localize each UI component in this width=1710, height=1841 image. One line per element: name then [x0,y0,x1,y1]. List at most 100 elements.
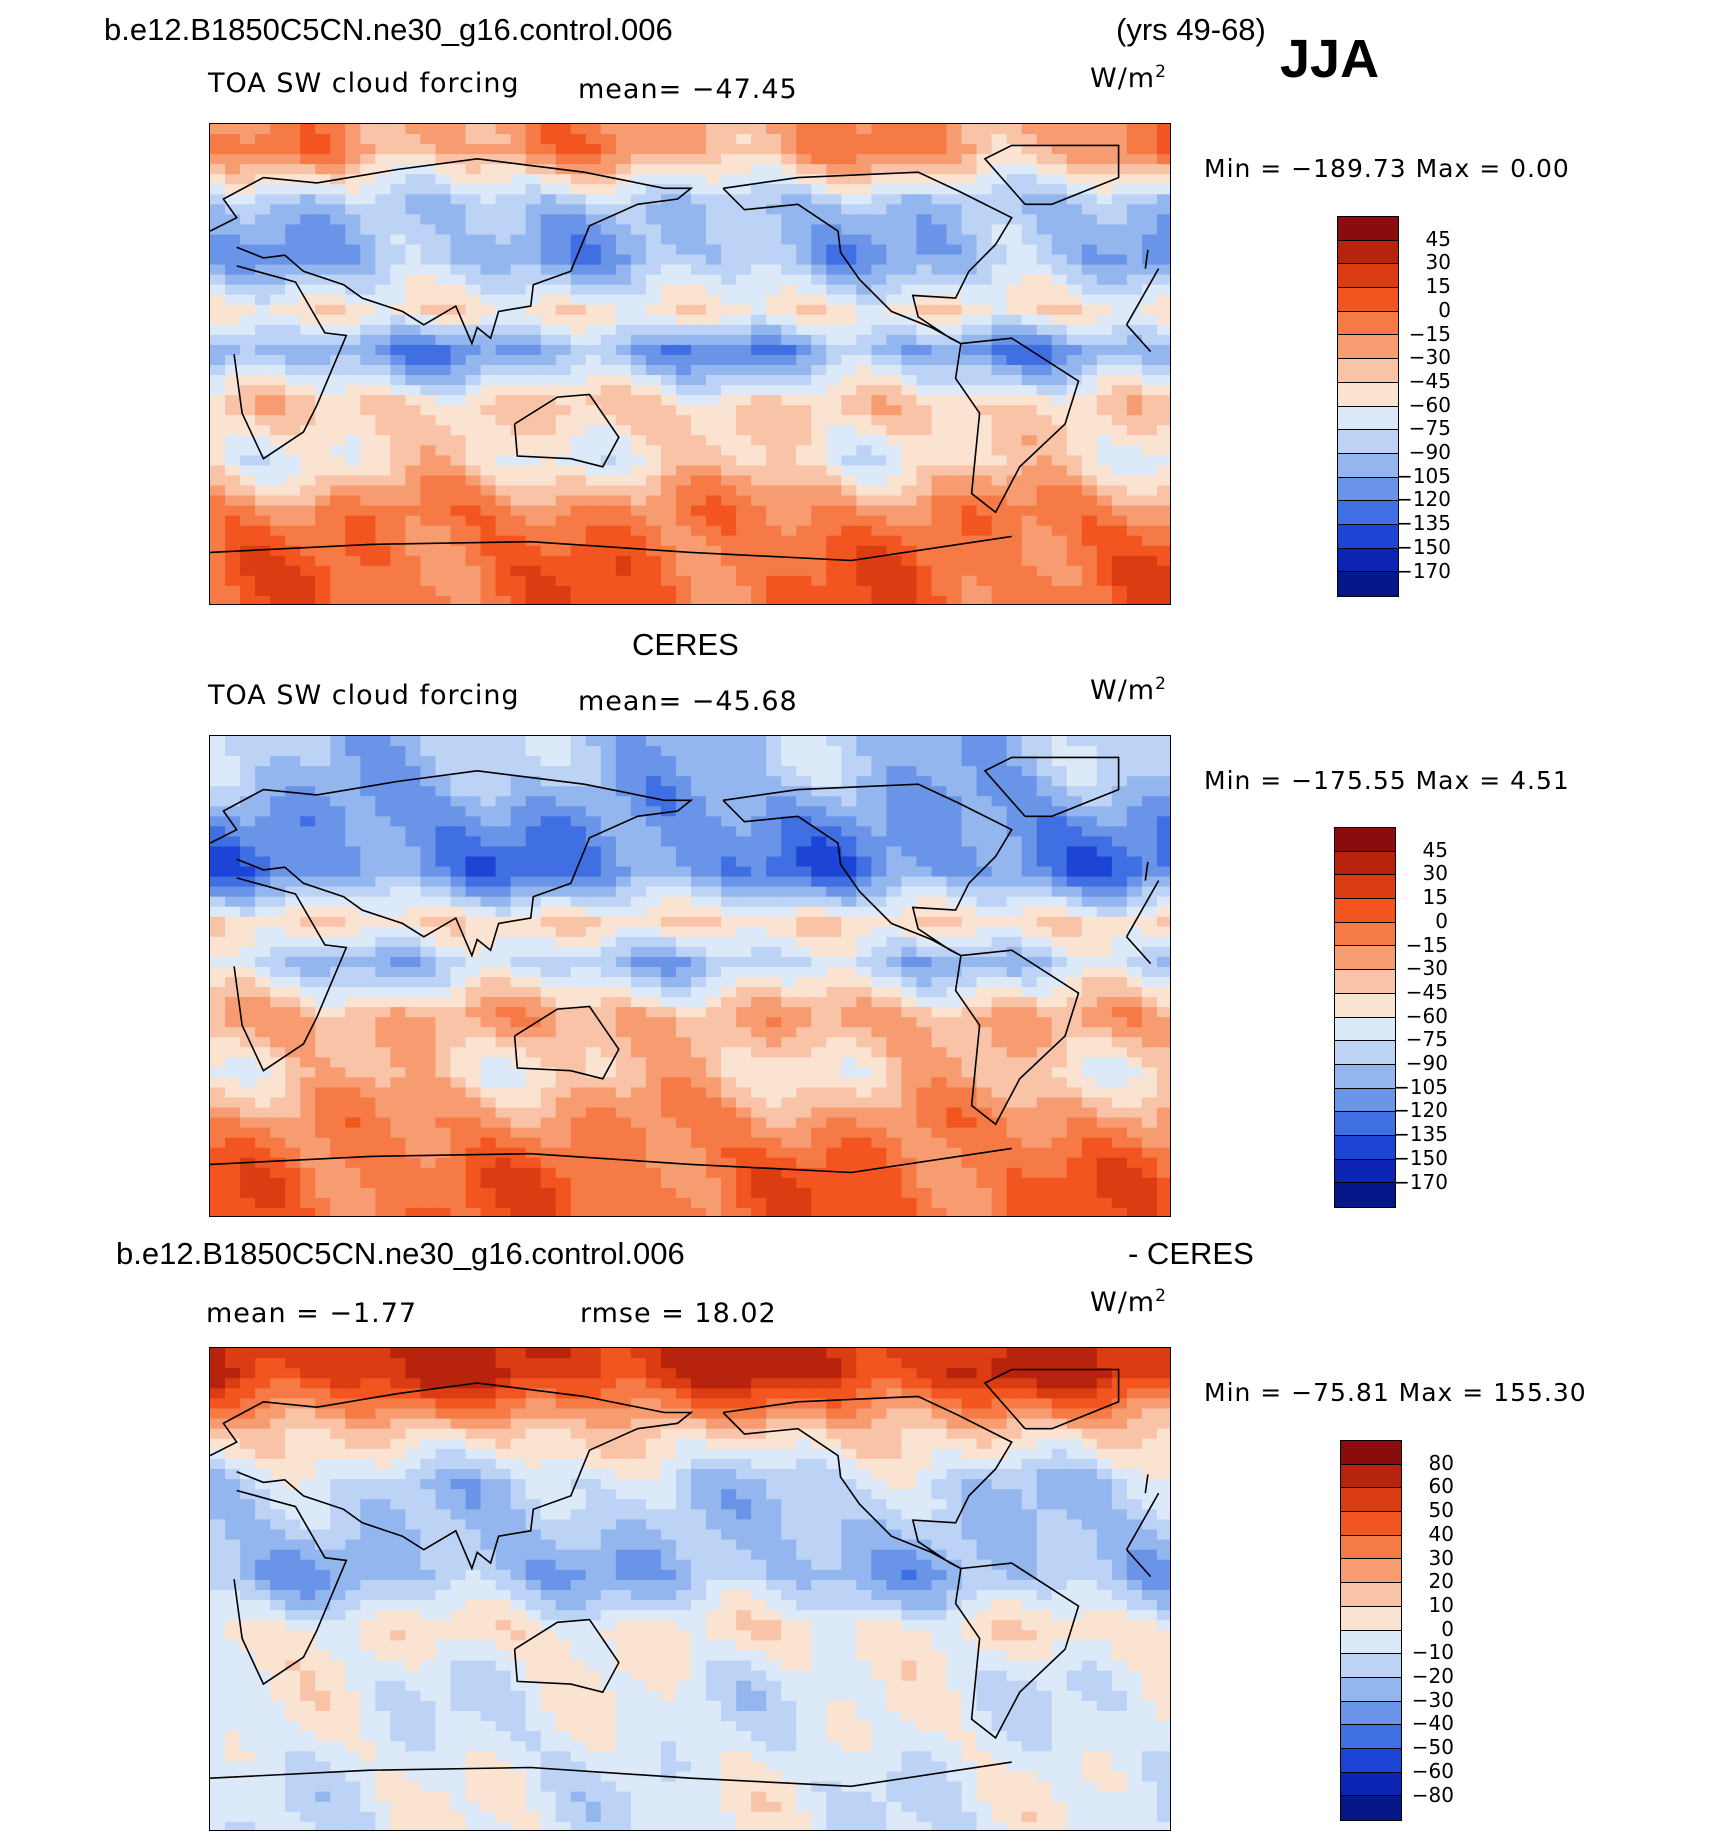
map-cell [360,535,376,547]
map-cell [1066,595,1083,604]
map-cell [1006,856,1023,868]
map-cell [495,445,512,456]
map-cell [315,465,331,477]
map-cell [435,836,452,848]
map-cell [450,354,467,366]
map-cell [435,264,452,276]
map-cell [1051,796,1068,807]
map-cell [390,485,407,497]
map-cell [525,997,542,1008]
map-cell [525,334,542,346]
map-cell [1096,1017,1113,1028]
map-cell [555,926,572,938]
map-cell [1066,966,1083,978]
map-cell [480,194,497,205]
map-cell [525,314,542,326]
map-cell [991,956,1008,968]
map-cell [841,766,857,777]
map-cell [1051,836,1068,848]
map-cell [1096,224,1113,236]
map-cell [841,535,857,547]
map-cell [811,966,827,978]
map-cell [450,365,467,376]
map-cell [1006,585,1023,597]
map-cell [675,816,692,827]
map-cell [435,415,452,426]
map-cell [585,746,602,757]
map-cell [600,545,617,557]
map-cell [871,816,888,827]
map-cell [210,435,226,446]
map-cell [946,866,963,878]
map-cell [465,565,482,577]
map-cell [766,415,782,426]
map-cell [630,425,647,436]
map-cell [240,365,256,376]
map-cell [1036,736,1053,747]
map-cell [495,1007,512,1018]
map-cell [255,966,271,978]
map-cell [255,164,271,175]
colorbar-label: 15 [1425,274,1451,299]
map-cell [736,455,752,467]
map-cell [1021,314,1038,326]
map-cell [555,224,572,236]
map-cell [946,896,963,908]
map-cell [766,344,782,356]
map-cell [841,214,857,226]
map-cell [240,144,256,155]
map-cell [675,354,692,366]
map-cell [510,846,527,858]
map-cell [315,344,331,356]
map-cell [450,756,467,767]
map-cell [405,997,422,1008]
map-cell [1081,926,1098,938]
map-cell [841,154,857,165]
map-cell [781,966,797,978]
map-cell [796,806,812,817]
map-cell [751,886,767,898]
map-cell [946,956,963,968]
map-cell [751,485,767,497]
map-cell [585,936,602,948]
map-cell [525,1007,542,1018]
map-cell [675,896,692,908]
colorbar-swatch [1338,240,1398,265]
map-cell [300,946,316,958]
map-cell [721,465,737,477]
map-cell [450,264,467,276]
map-cell [841,756,857,767]
map-cell [420,776,437,787]
map-cell [886,234,903,246]
map-cell [886,385,903,396]
map-cell [570,284,587,296]
map-cell [315,776,331,787]
map-cell [706,274,722,286]
map-cell [390,495,407,507]
map-cell [540,475,557,487]
map-cell [405,164,422,175]
map-cell [781,354,797,366]
map-cell [600,164,617,175]
map-cell [736,876,752,888]
map-cell [465,194,482,205]
map-cell [450,836,467,848]
map-cell [1126,977,1143,988]
map-cell [1111,164,1128,175]
map-cell [675,375,692,386]
map-cell [645,144,662,155]
map-cell [1126,134,1143,145]
map-cell [600,756,617,767]
map-cell [330,375,346,386]
map-cell [886,856,903,868]
map-cell [766,535,782,547]
map-cell [345,776,361,787]
map-cell [706,465,722,477]
map-cell [706,575,722,587]
map-cell [781,264,797,276]
map-cell [946,354,963,366]
map-cell [751,766,767,777]
map-cell [285,365,301,376]
map-cell [706,415,722,426]
map-cell [766,997,782,1008]
